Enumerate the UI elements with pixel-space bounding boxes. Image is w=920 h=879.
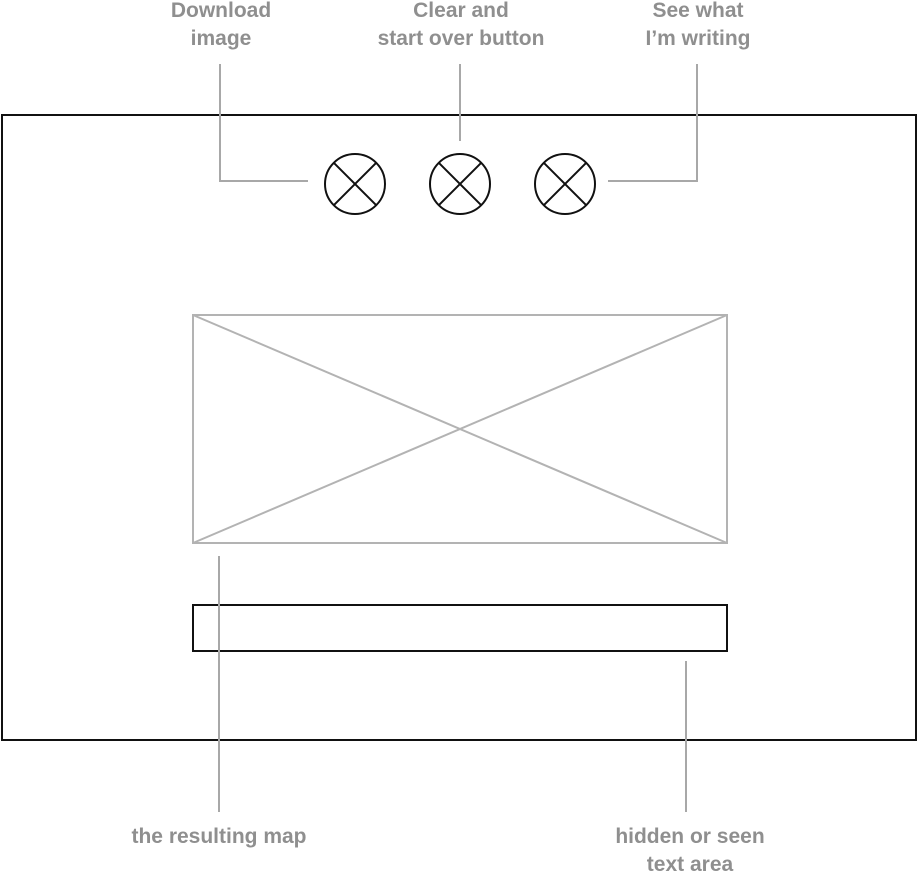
download-image-button[interactable] bbox=[323, 152, 387, 216]
annotation-resulting-map: the resulting map bbox=[88, 823, 350, 851]
annotation-text-line1: hidden or seen bbox=[615, 825, 765, 848]
resulting-map-placeholder bbox=[192, 314, 728, 544]
image-placeholder-icon bbox=[192, 314, 728, 544]
annotation-text-line2: text area bbox=[646, 853, 734, 876]
annotation-download-image: Download image bbox=[121, 0, 321, 53]
annotation-clear-line2: start over button bbox=[377, 27, 545, 50]
annotation-clear-line1: Clear and bbox=[413, 0, 509, 22]
annotation-download-line2: image bbox=[190, 27, 252, 50]
annotation-text-area: hidden or seen text area bbox=[560, 823, 820, 879]
annotation-see-line1: See what bbox=[652, 0, 744, 22]
clear-start-over-button[interactable] bbox=[428, 152, 492, 216]
x-circle-icon bbox=[534, 153, 596, 215]
annotation-see-what-im-writing: See what I’m writing bbox=[598, 0, 798, 53]
annotation-see-line2: I’m writing bbox=[645, 27, 751, 50]
x-circle-icon bbox=[324, 153, 386, 215]
see-what-im-writing-button[interactable] bbox=[533, 152, 597, 216]
annotation-map-line1: the resulting map bbox=[131, 825, 307, 848]
annotation-clear-start-over: Clear and start over button bbox=[336, 0, 586, 53]
x-circle-icon bbox=[429, 153, 491, 215]
text-area[interactable] bbox=[192, 604, 728, 652]
annotation-download-line1: Download bbox=[170, 0, 272, 22]
